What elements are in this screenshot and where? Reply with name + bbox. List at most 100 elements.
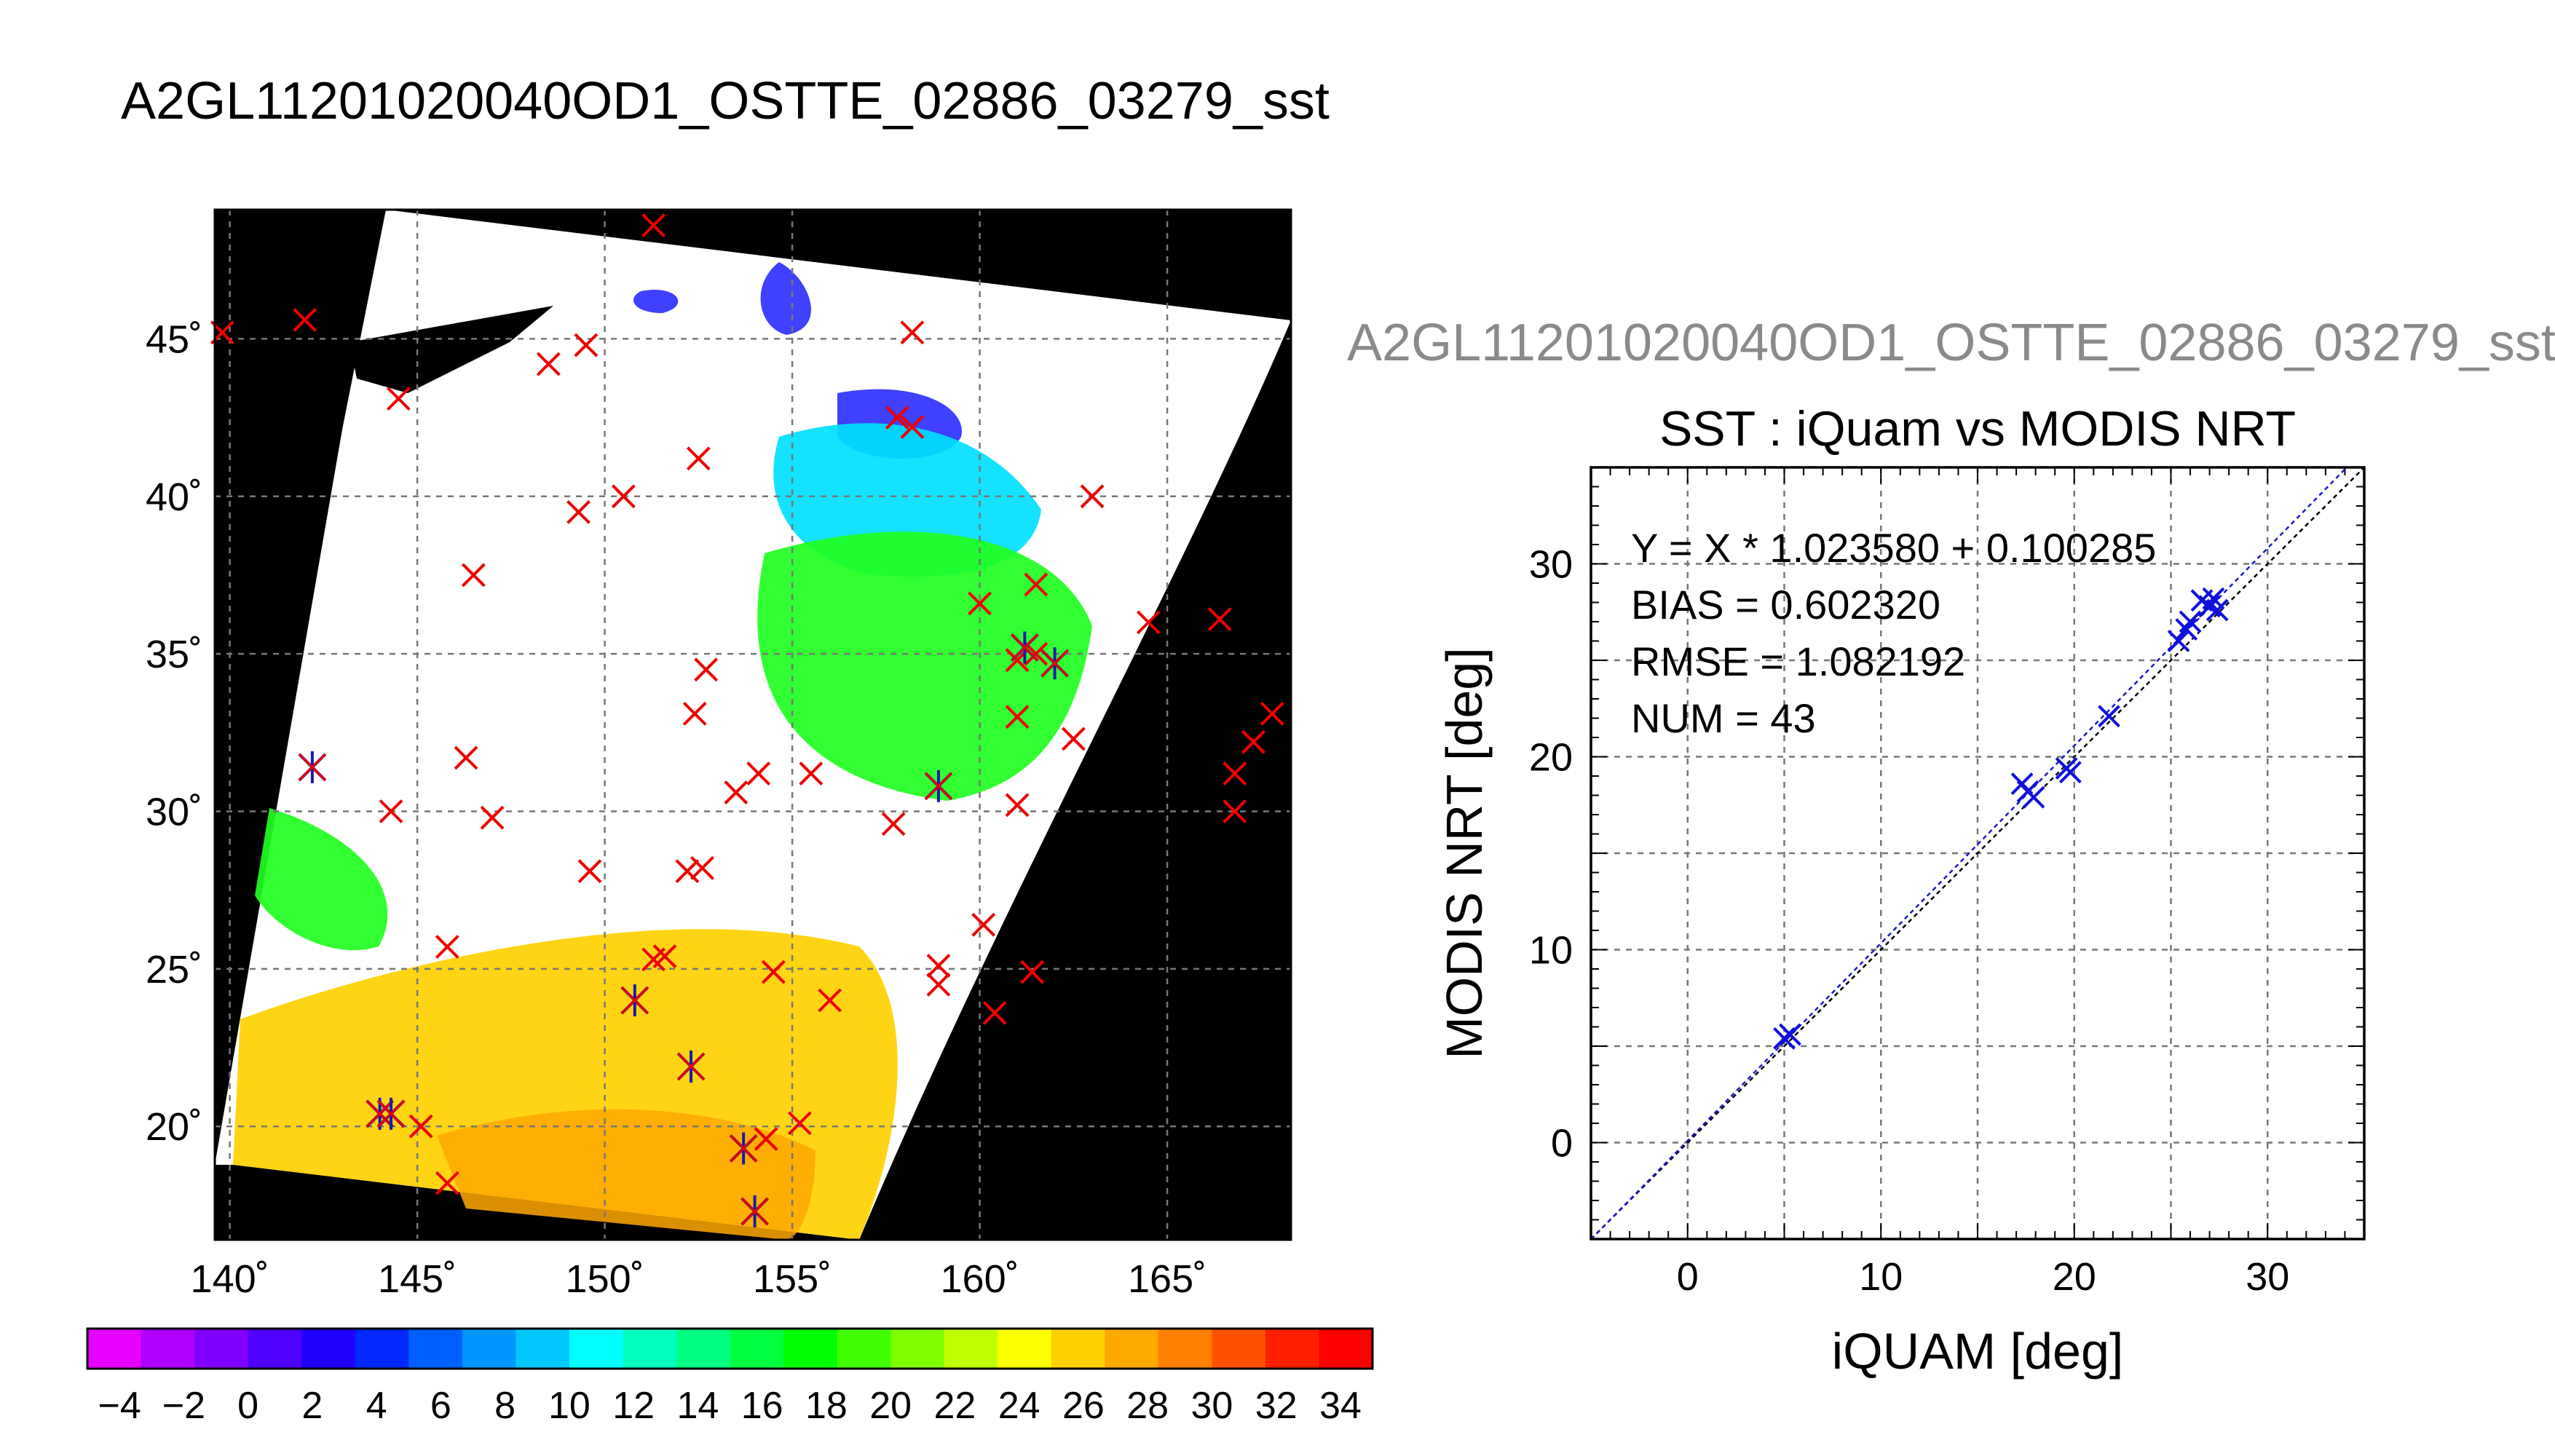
colorbar-label: 22 (933, 1385, 976, 1427)
sst-region-south-hot (437, 1109, 816, 1240)
scatter-stat-line: RMSE = 1.082192 (1631, 638, 1965, 684)
scatter-x-tick-label: 10 (1859, 1255, 1903, 1299)
scatter-y-tick-label: 10 (1529, 929, 1573, 973)
land-hokkaido (350, 306, 553, 393)
one-to-one-line (1591, 467, 2364, 1239)
scatter-title: SST : iQuam vs MODIS NRT (1659, 401, 2296, 456)
match-point-red (1005, 705, 1030, 729)
colorbar-label: 6 (430, 1385, 451, 1427)
match-point-red (536, 352, 561, 376)
map-x-tick-label: 145˚ (378, 1257, 457, 1301)
match-point-overlay (620, 986, 649, 1015)
colorbar-label: 2 (301, 1385, 323, 1427)
match-point-red (682, 701, 707, 726)
match-point-overlay (366, 1099, 394, 1128)
map-x-tick-label: 165˚ (1128, 1257, 1207, 1301)
match-point-red (754, 1127, 778, 1151)
scatter-point (2179, 610, 2202, 633)
match-point-red (1061, 727, 1086, 751)
scatter-y-tick-label: 0 (1551, 1122, 1573, 1166)
match-point-red (652, 944, 677, 968)
match-point-red (1080, 484, 1105, 509)
colorbar-label: 14 (676, 1385, 719, 1427)
fit-line (1591, 467, 2348, 1239)
map-frame (213, 208, 1292, 1241)
map-y-tick-label: 25˚ (146, 948, 202, 992)
colorbar-swatch (569, 1329, 623, 1369)
match-point-overlay (1011, 633, 1039, 662)
scatter-x-tick-label: 0 (1677, 1255, 1699, 1299)
scatter-points (1773, 587, 2229, 1050)
scatter-point (1779, 1023, 1801, 1046)
match-point-overlay (676, 1052, 706, 1081)
colorbar-swatch (355, 1329, 409, 1369)
match-point-red (787, 1111, 812, 1136)
map-y-tick-label: 20˚ (146, 1105, 202, 1149)
colorbar-label: −2 (162, 1385, 205, 1427)
match-point-overlay (1040, 649, 1069, 678)
scatter-y-axis-label: MODIS NRT [deg] (1436, 647, 1493, 1059)
map-x-tick-label: 155˚ (753, 1257, 832, 1301)
match-point-red (1223, 799, 1247, 823)
colorbar-swatch (462, 1329, 516, 1369)
match-point-overlay (298, 753, 326, 781)
secondary-title: A2GL11201020040OD1_OSTTE_02886_03279_sst (1347, 314, 2555, 372)
match-point-red (461, 563, 486, 587)
scatter-point (2098, 705, 2120, 728)
match-point-red (454, 745, 478, 770)
colorbar-swatch (141, 1329, 195, 1369)
colorbar-swatch (516, 1329, 570, 1369)
match-point-red (881, 812, 906, 836)
colorbar-swatch (301, 1329, 356, 1369)
scatter-stat-line: BIAS = 0.602320 (1631, 582, 1940, 628)
colorbar-swatch (891, 1329, 945, 1369)
colorbar-swatch (783, 1329, 838, 1369)
match-point-red (761, 960, 786, 984)
colorbar-swatch (1319, 1329, 1373, 1369)
colorbar: −4 −2 0 2 4 6 8 10 12 14 16 18 20 22 24 26 28 30 32 34 (86, 1327, 1374, 1427)
match-point-red (1024, 641, 1049, 666)
colorbar-label: 34 (1319, 1385, 1362, 1427)
scatter-plot: SST : iQuam vs MODIS NRT Y = X * 1.023580… (1436, 401, 2366, 1380)
scatter-stat-line: NUM = 43 (1631, 695, 1816, 741)
colorbar-swatch (87, 1329, 142, 1369)
match-point-red (408, 1114, 433, 1139)
match-point-red (724, 780, 749, 804)
scatter-lines (1591, 467, 2364, 1239)
match-point-red (293, 308, 317, 332)
colorbar-label: 20 (869, 1385, 912, 1427)
match-point-red (566, 499, 591, 524)
colorbar-label: 30 (1190, 1385, 1233, 1427)
colorbar-swatch (676, 1329, 730, 1369)
scatter-x-axis-label: iQUAM [deg] (1832, 1323, 2124, 1380)
scatter-point (2198, 595, 2222, 618)
match-point-overlay (376, 1099, 406, 1128)
colorbar-label: 4 (366, 1385, 387, 1427)
match-point-red (1207, 607, 1232, 631)
map-x-tick-label: 150˚ (566, 1257, 644, 1301)
match-point-red (926, 973, 951, 997)
scatter-point (2059, 761, 2082, 784)
match-point-red (1223, 761, 1247, 786)
scatter-point (2205, 598, 2229, 622)
colorbar-label: 10 (548, 1385, 591, 1427)
match-point-red (1260, 701, 1284, 726)
map-markers (210, 213, 1284, 1228)
match-point-red (799, 761, 824, 786)
match-point-red (690, 855, 714, 880)
match-point-red (686, 446, 711, 471)
colorbar-label: 18 (805, 1385, 848, 1427)
colorbar-swatch (1051, 1329, 1105, 1369)
scatter-stat-line: Y = X * 1.023580 + 0.100285 (1631, 525, 2156, 571)
match-point-red (675, 859, 700, 884)
map-grid (215, 210, 1291, 1240)
match-point-red (435, 935, 459, 959)
match-point-red (574, 333, 599, 357)
match-point-red (577, 859, 602, 884)
colorbar-label: 28 (1126, 1385, 1169, 1427)
map-y-tick-label: 35˚ (146, 633, 202, 676)
sst-region-north-cold (633, 289, 679, 313)
match-point-red (386, 387, 411, 411)
colorbar-swatch (248, 1329, 302, 1369)
colorbar-label: 26 (1062, 1385, 1105, 1427)
